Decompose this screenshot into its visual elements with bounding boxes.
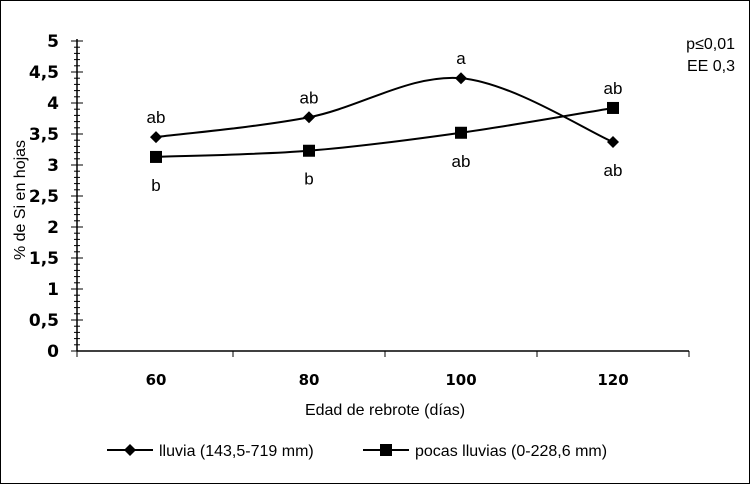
series-line-lluvia	[155, 76, 614, 143]
data-point-square	[150, 150, 162, 163]
y-tick-label: 4	[47, 94, 59, 114]
data-point-diamond	[303, 111, 315, 124]
y-tick-label: 1	[47, 280, 59, 300]
y-tick-labels: 0 0,5 1 1,5 2 2,5 3 3,5 4 4,5 5	[29, 32, 59, 362]
significance-letter: ab	[604, 79, 623, 98]
series-line-pocas-lluvias	[155, 106, 614, 158]
significance-letter: ab	[300, 88, 319, 107]
y-tick-label: 0	[47, 342, 59, 362]
y-tick-label: 2,5	[29, 187, 59, 207]
data-point-diamond	[150, 131, 162, 144]
data-point-diamond	[455, 72, 467, 85]
y-axis-title: % de Si en hojas	[12, 140, 29, 260]
legend-label-pocas-lluvias: pocas lluvias (0-228,6 mm)	[415, 443, 607, 460]
legend-label-lluvia: lluvia (143,5-719 mm)	[159, 443, 314, 460]
significance-letter: b	[304, 170, 313, 189]
x-tick-label: 100	[445, 371, 476, 389]
data-point-diamond	[607, 136, 619, 149]
data-point-square	[607, 101, 619, 114]
x-tick-labels: 60 80 100 120	[146, 371, 629, 389]
legend-diamond-icon	[124, 444, 136, 456]
significance-letter: ab	[147, 108, 166, 127]
x-axis-title: Edad de rebrote (días)	[305, 402, 465, 419]
data-point-square	[303, 144, 315, 157]
data-point-square	[455, 126, 467, 139]
significance-letter: ab	[452, 152, 471, 171]
series-group	[150, 72, 619, 163]
significance-letters: ab ab a ab b b ab ab	[147, 49, 623, 195]
significance-letter: b	[151, 176, 160, 195]
legend: lluvia (143,5-719 mm) pocas lluvias (0-2…	[107, 443, 607, 460]
axes	[71, 39, 690, 357]
x-tick-label: 120	[597, 371, 628, 389]
stat-p-value: p≤0,01	[686, 36, 735, 53]
x-tick-label: 60	[146, 371, 167, 389]
stat-standard-error: EE 0,3	[687, 58, 735, 75]
legend-item-lluvia: lluvia (143,5-719 mm)	[107, 443, 314, 460]
legend-item-pocas-lluvias: pocas lluvias (0-228,6 mm)	[363, 443, 607, 460]
y-tick-label: 1,5	[29, 249, 59, 269]
y-tick-label: 5	[47, 32, 59, 52]
x-tick-label: 80	[299, 371, 320, 389]
y-tick-label: 3,5	[29, 125, 59, 145]
significance-letter: a	[456, 49, 466, 68]
y-tick-label: 2	[47, 218, 59, 238]
legend-square-icon	[380, 444, 392, 456]
y-tick-label: 4,5	[29, 63, 59, 83]
y-tick-label: 0,5	[29, 311, 59, 331]
significance-letter: ab	[604, 161, 623, 180]
y-tick-label: 3	[47, 156, 59, 176]
